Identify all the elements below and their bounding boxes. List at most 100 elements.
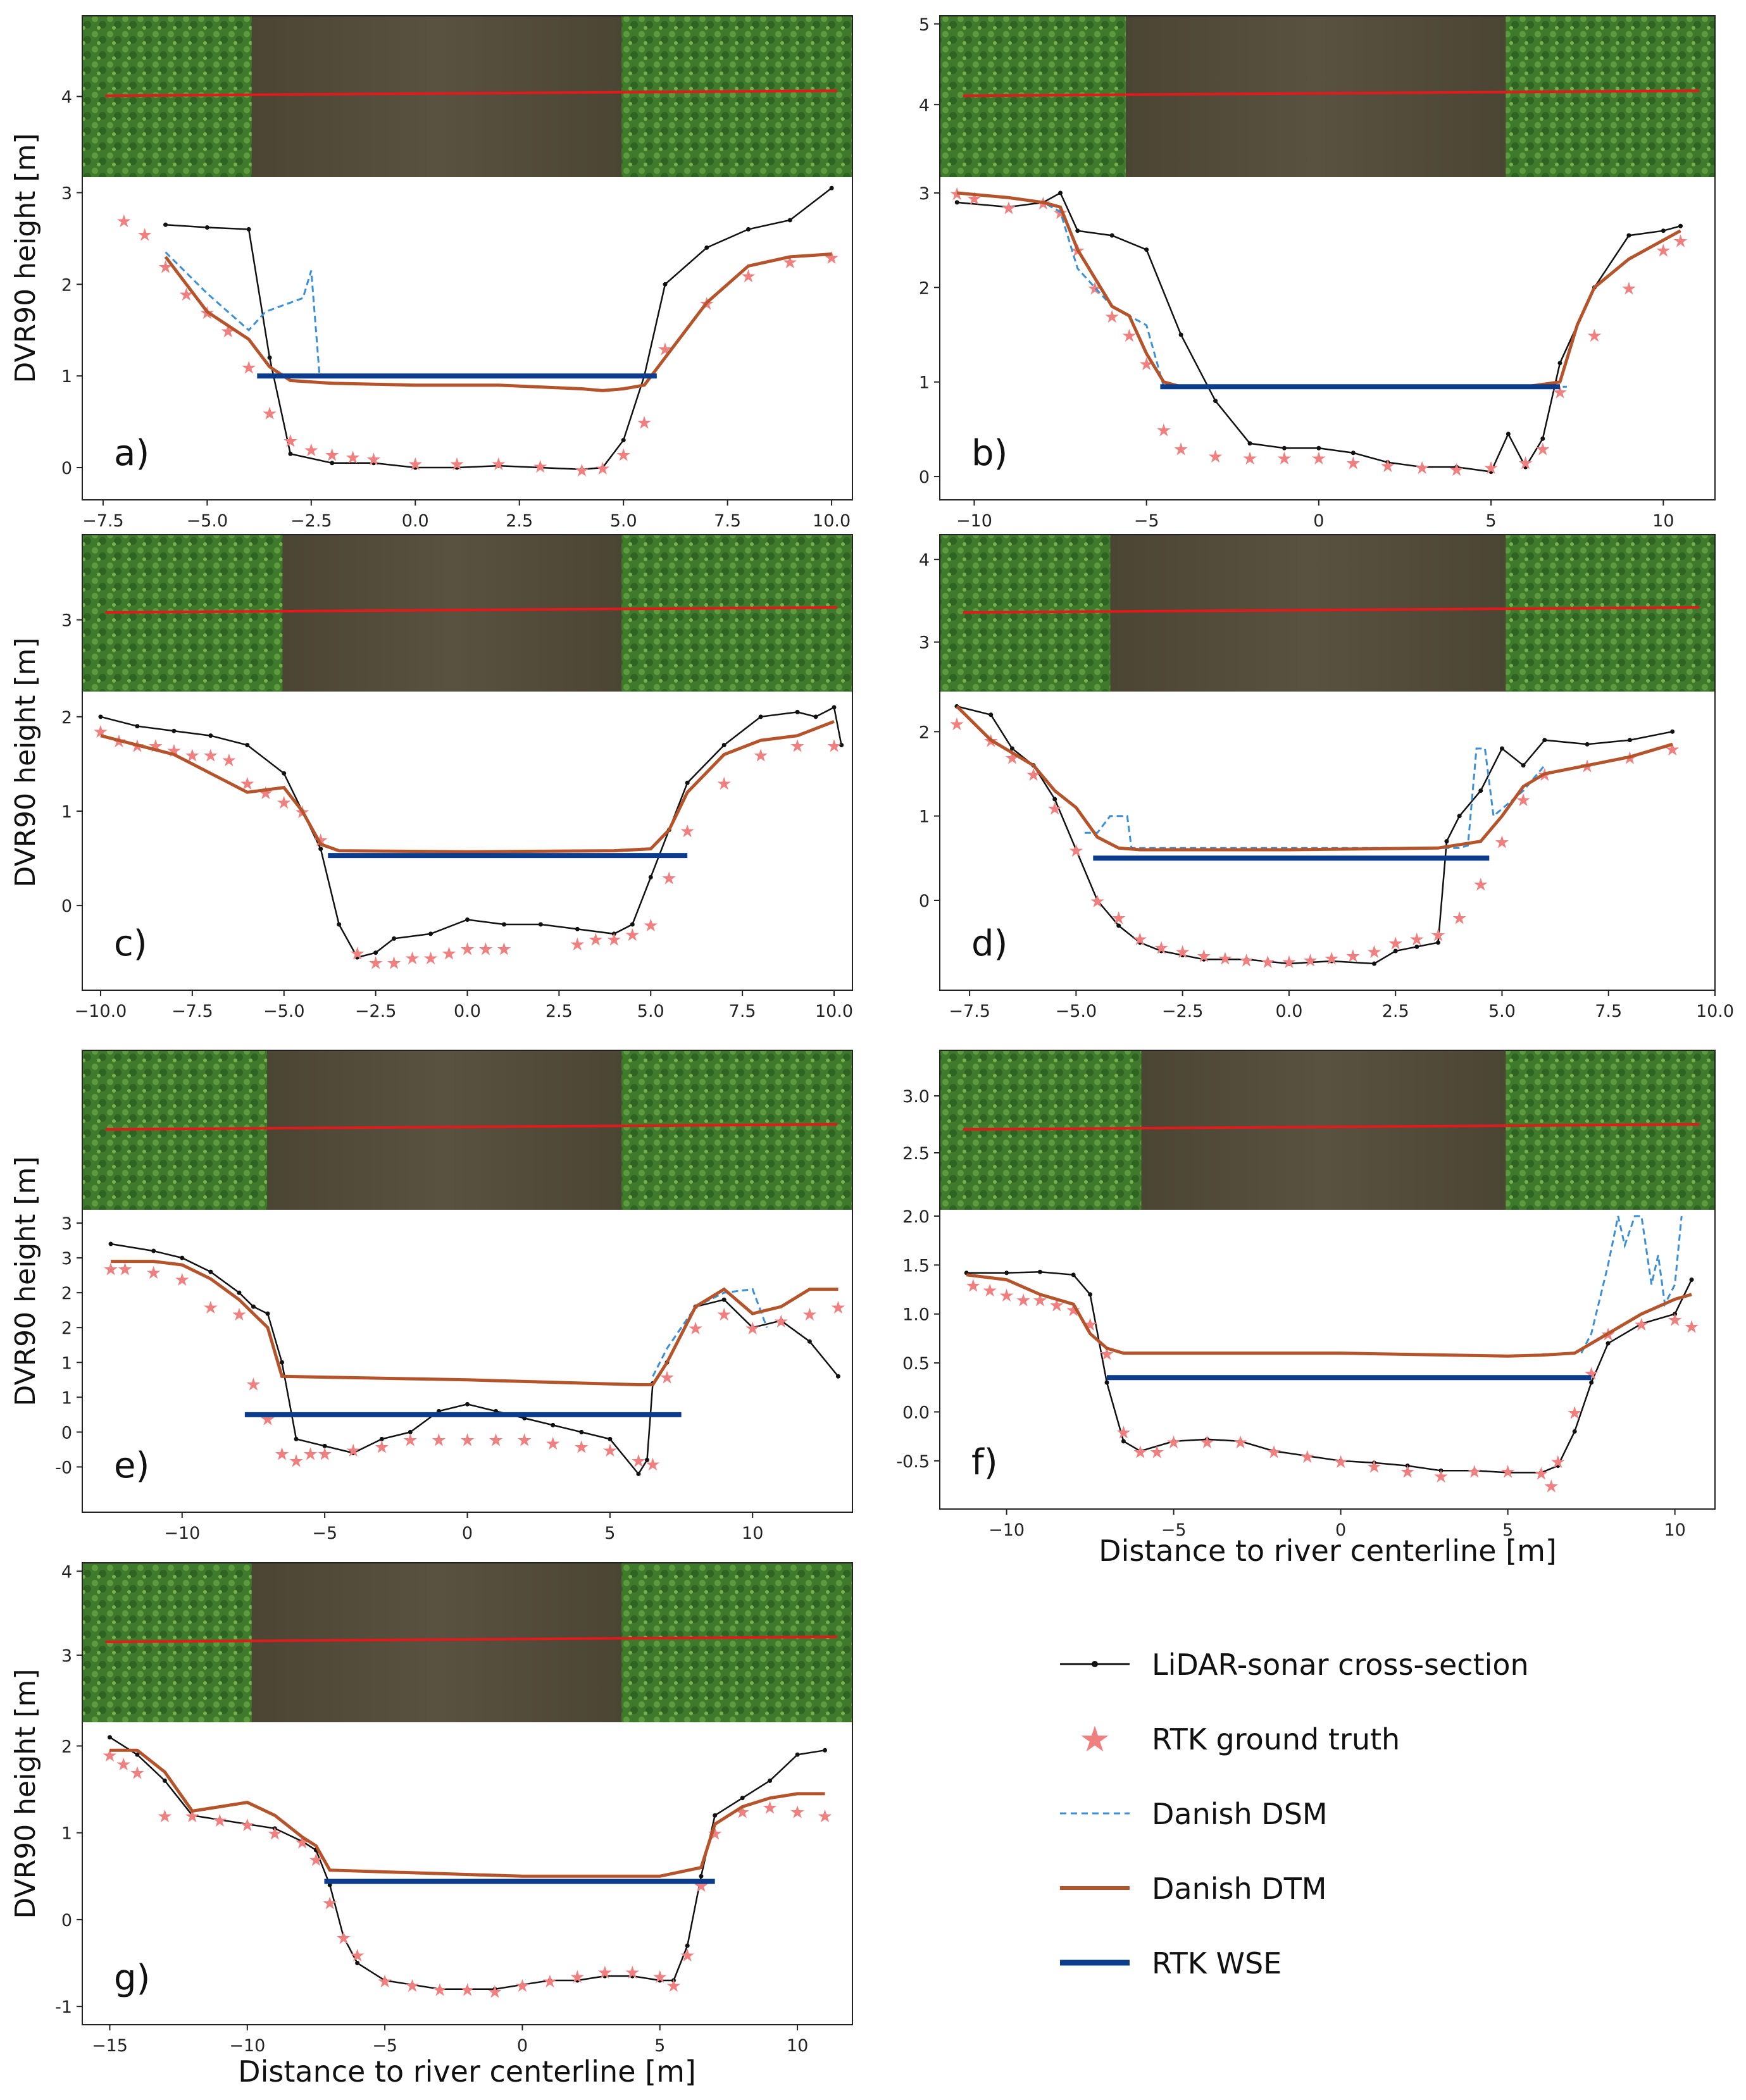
rtk-point: ★	[302, 1443, 318, 1464]
y-tick-label: 4	[919, 550, 930, 570]
rtk-point: ★	[1473, 874, 1488, 895]
rtk-point: ★	[982, 1280, 998, 1301]
y-tick-label: 3.0	[902, 1087, 930, 1107]
series-lidar-sonar	[98, 705, 844, 960]
lidar-point	[190, 1813, 195, 1818]
y-tick-label: 0	[61, 1911, 72, 1930]
lidar-point	[1305, 1453, 1310, 1458]
x-tick-label: 10.0	[815, 1002, 853, 1021]
lidar-point	[685, 1943, 690, 1948]
lidar-point	[267, 355, 272, 360]
series-rtk-ground-truth: ★★★★★★★★★★★★★★★★★★★★★★★★★★★★★★★★	[102, 1745, 833, 2002]
lidar-point	[410, 1982, 415, 1987]
rtk-point: ★	[966, 188, 982, 209]
rtk-point: ★	[570, 934, 585, 955]
y-tick-label: 0	[61, 459, 72, 478]
lidar-point	[1556, 1463, 1561, 1469]
rtk-point: ★	[345, 447, 361, 468]
rtk-point: ★	[404, 1975, 420, 1996]
lidar-point	[1627, 738, 1632, 743]
lidar-line	[165, 187, 832, 471]
lidar-point	[579, 1429, 584, 1434]
lidar-point	[1488, 469, 1493, 475]
lidar-point	[1109, 233, 1114, 238]
y-tick-label: -0	[55, 1458, 72, 1477]
lidar-point	[1204, 1437, 1209, 1442]
lidar-point	[1457, 814, 1462, 819]
lidar-point	[1414, 944, 1419, 949]
lidar-point	[1405, 1463, 1410, 1469]
rtk-point: ★	[449, 454, 465, 475]
lidar-line	[109, 1736, 825, 1990]
rtk-point: ★	[790, 1801, 806, 1822]
lidar-point	[813, 714, 818, 719]
lidar-point	[768, 1778, 773, 1783]
lidar-point	[699, 1873, 704, 1879]
rtk-point: ★	[246, 1374, 261, 1395]
x-tick-label: 0	[462, 1524, 473, 1543]
rtk-point: ★	[802, 1304, 818, 1325]
lidar-point	[330, 461, 335, 466]
x-tick-label: −10	[988, 1520, 1025, 1540]
lidar-point	[341, 1934, 346, 1939]
x-tick-label: 0.0	[1275, 1002, 1302, 1021]
rtk-point: ★	[335, 1927, 351, 1948]
lidar-point	[795, 709, 800, 714]
photo-transect-line	[963, 89, 1700, 97]
x-tick-label: 5.0	[1488, 1002, 1516, 1021]
legend-label-lidar: LiDAR-sonar cross-section	[1152, 1648, 1529, 1682]
x-tick-label: 2.5	[546, 1002, 573, 1021]
x-tick-label: 2.5	[1382, 1002, 1409, 1021]
lidar-point	[713, 1813, 718, 1818]
x-tick-label: −10.0	[75, 1002, 127, 1021]
rtk-point: ★	[322, 1892, 338, 1913]
y-tick-label: 0	[919, 468, 930, 487]
rtk-point: ★	[588, 929, 604, 950]
lidar-point	[658, 1978, 663, 1983]
rtk-point: ★	[1380, 456, 1395, 476]
rtk-point: ★	[545, 1433, 561, 1454]
lidar-point	[1071, 1272, 1076, 1277]
rtk-point: ★	[1483, 457, 1499, 478]
rtk-point: ★	[431, 1429, 447, 1450]
lidar-point	[1116, 923, 1121, 928]
lidar-point	[644, 1457, 649, 1462]
rtk-point: ★	[1132, 929, 1148, 950]
lidar-point	[1419, 464, 1425, 469]
x-tick-label: 0	[1335, 1520, 1346, 1540]
rtk-point: ★	[147, 736, 163, 757]
rtk-point: ★	[1166, 1432, 1182, 1453]
rtk-point: ★	[949, 714, 964, 735]
rtk-point: ★	[1621, 278, 1637, 299]
lidar-point	[288, 451, 293, 456]
rtk-point: ★	[487, 1981, 502, 2002]
x-tick-label: −7.5	[82, 511, 124, 531]
rtk-point: ★	[573, 1436, 589, 1457]
photo-transect-line	[105, 1635, 837, 1643]
lidar-point	[1058, 190, 1063, 196]
rtk-point: ★	[1543, 1476, 1559, 1497]
lidar-point	[107, 1735, 112, 1740]
rtk-point: ★	[1500, 1461, 1516, 1482]
rtk-point: ★	[1388, 933, 1404, 954]
rtk-point: ★	[488, 1429, 504, 1450]
x-tick-label: 5.0	[610, 511, 637, 531]
lidar-point	[1506, 1470, 1511, 1475]
lidar-point	[355, 955, 360, 960]
legend-swatch-wse	[1060, 1960, 1130, 1966]
y-tick-label: 3	[61, 611, 72, 631]
rtk-point: ★	[404, 948, 420, 969]
x-tick-label: −2.5	[290, 511, 332, 531]
rtk-point: ★	[1333, 1451, 1349, 1472]
series-danish-dsm	[957, 192, 1567, 388]
lidar-point	[1095, 898, 1100, 903]
rtk-point: ★	[1550, 1451, 1566, 1472]
photo-water	[251, 1563, 621, 1722]
legend-label-dtm: Danish DTM	[1152, 1872, 1327, 1906]
x-tick-label: 5.0	[637, 1002, 664, 1021]
lidar-point	[1287, 961, 1292, 966]
rtk-point: ★	[261, 403, 277, 424]
series-danish-dtm	[966, 1273, 1692, 1358]
rtk-point: ★	[1518, 453, 1533, 474]
